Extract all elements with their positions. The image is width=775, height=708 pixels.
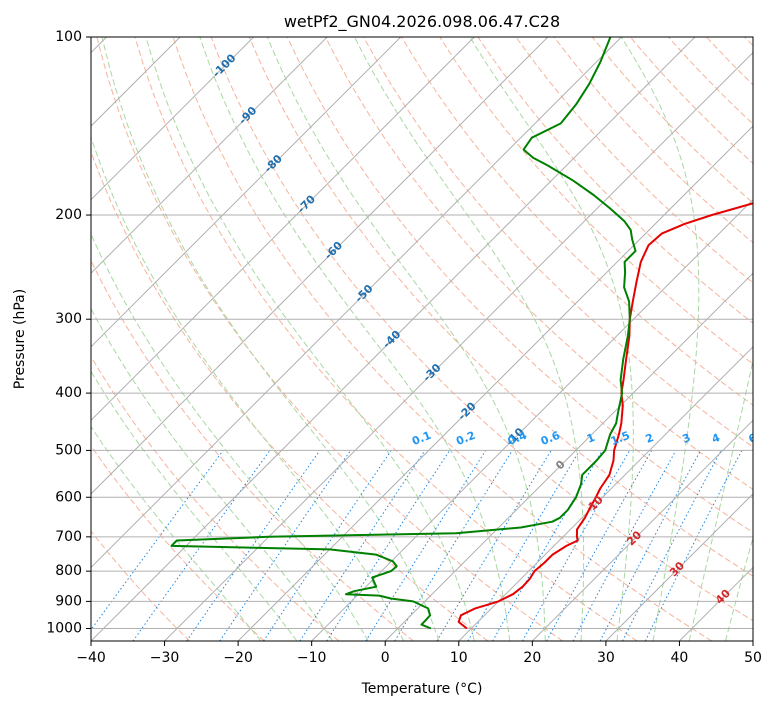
y-tick-label: 700 [55,529,82,545]
isotherm-line [91,37,622,569]
y-tick-label: 200 [55,207,82,223]
dry-adiabat-line [515,37,753,284]
moist-adiabat-line [145,37,475,641]
isotherm-line [237,125,753,641]
x-tick-label: −40 [76,650,106,666]
isotherm-line [91,37,255,201]
dry-adiabat-line [248,37,753,577]
sounding-profiles [170,37,753,630]
mixing-ratio-lines [91,450,743,641]
mixing-ratio-line [326,450,451,641]
mixing-ratio-line [219,450,352,641]
dry-adiabat-line [210,37,753,622]
isotherm-line [531,419,753,641]
y-axis-label: Pressure (hPa) [12,289,28,389]
dewpoint-profile-line [170,37,637,630]
moist-adiabat-line [266,37,546,641]
isotherm-line [752,640,753,641]
mixing-ratio-line [263,450,392,641]
x-tick-label: 10 [450,650,468,666]
dry-adiabat-line [91,530,191,641]
dry-adiabat-line [91,355,340,641]
isotherm-line [311,198,753,641]
mixing-ratio-label: 2 [644,431,656,446]
dry-adiabats [91,37,753,641]
isotherm-line [91,37,475,422]
x-tick-label: 30 [597,650,615,666]
mixing-ratio-line [394,450,513,641]
moist-adiabat-line [91,135,405,641]
moist-adiabat-line [199,37,511,641]
isotherms [91,37,753,641]
y-tick-label: 400 [55,385,82,401]
mixing-ratio-label: 6 [747,431,759,446]
y-tick-label: 300 [55,311,82,327]
mixing-ratio-line [522,450,631,641]
mixing-ratio-label: 3 [680,431,692,446]
dry-adiabat-line [401,37,753,406]
x-tick-label: 50 [744,650,762,666]
y-tick-label: 900 [55,593,82,609]
isotherm-line [91,37,328,274]
isotherm-line [91,37,402,348]
isotherm-line [164,51,753,641]
isotherm-line [91,37,549,495]
isotherm-line [458,346,753,641]
plot-border [90,36,754,642]
chart-title: wetPf2_GN04.2026.098.06.47.C28 [284,12,560,32]
isotherm-line [384,272,753,641]
x-tick-label: 0 [381,650,390,666]
y-tick-label: 1000 [46,620,82,636]
y-tick-label: 500 [55,442,82,458]
dry-adiabat-line [96,37,563,641]
y-tick-label: 100 [55,29,82,45]
dry-adiabat-line [439,37,753,365]
temperature-profile-line [457,202,753,630]
axes: −40 −30 −20 −10 0 10 20 30 40 50 1000 900 800 700 600 5… [46,29,762,666]
moist-adiabat-line [91,232,369,641]
mixing-ratio-line [186,450,321,641]
x-tick-label: 40 [671,650,689,666]
mixing-ratio-line [299,450,426,641]
moist-adiabat-line [101,37,440,641]
isobars [91,37,753,629]
x-tick-label: −30 [150,650,180,666]
dry-adiabat-line [325,37,753,490]
moist-adiabat-line [91,370,298,641]
x-tick-label: −10 [297,650,327,666]
x-tick-label: 20 [523,650,541,666]
x-tick-label: −20 [223,650,253,666]
isotherm-line [605,493,753,641]
dry-adiabat-line [91,150,489,641]
moist-adiabat-line [688,358,753,641]
dry-adiabat-line [91,444,265,641]
mixing-ratio-line [572,450,677,641]
x-axis-label: Temperature (°C) [361,681,483,697]
mixing-ratio-line [644,450,743,641]
moist-adiabat-line [91,425,262,641]
mixing-ratio-line [546,450,653,641]
y-tick-label: 600 [55,489,82,505]
y-tick-label: 800 [55,563,82,579]
mixing-ratio-line [91,450,224,631]
moist-adiabat-line [620,37,700,641]
dry-adiabat-line [134,37,638,641]
mixing-ratio-label: 1 [585,431,597,446]
